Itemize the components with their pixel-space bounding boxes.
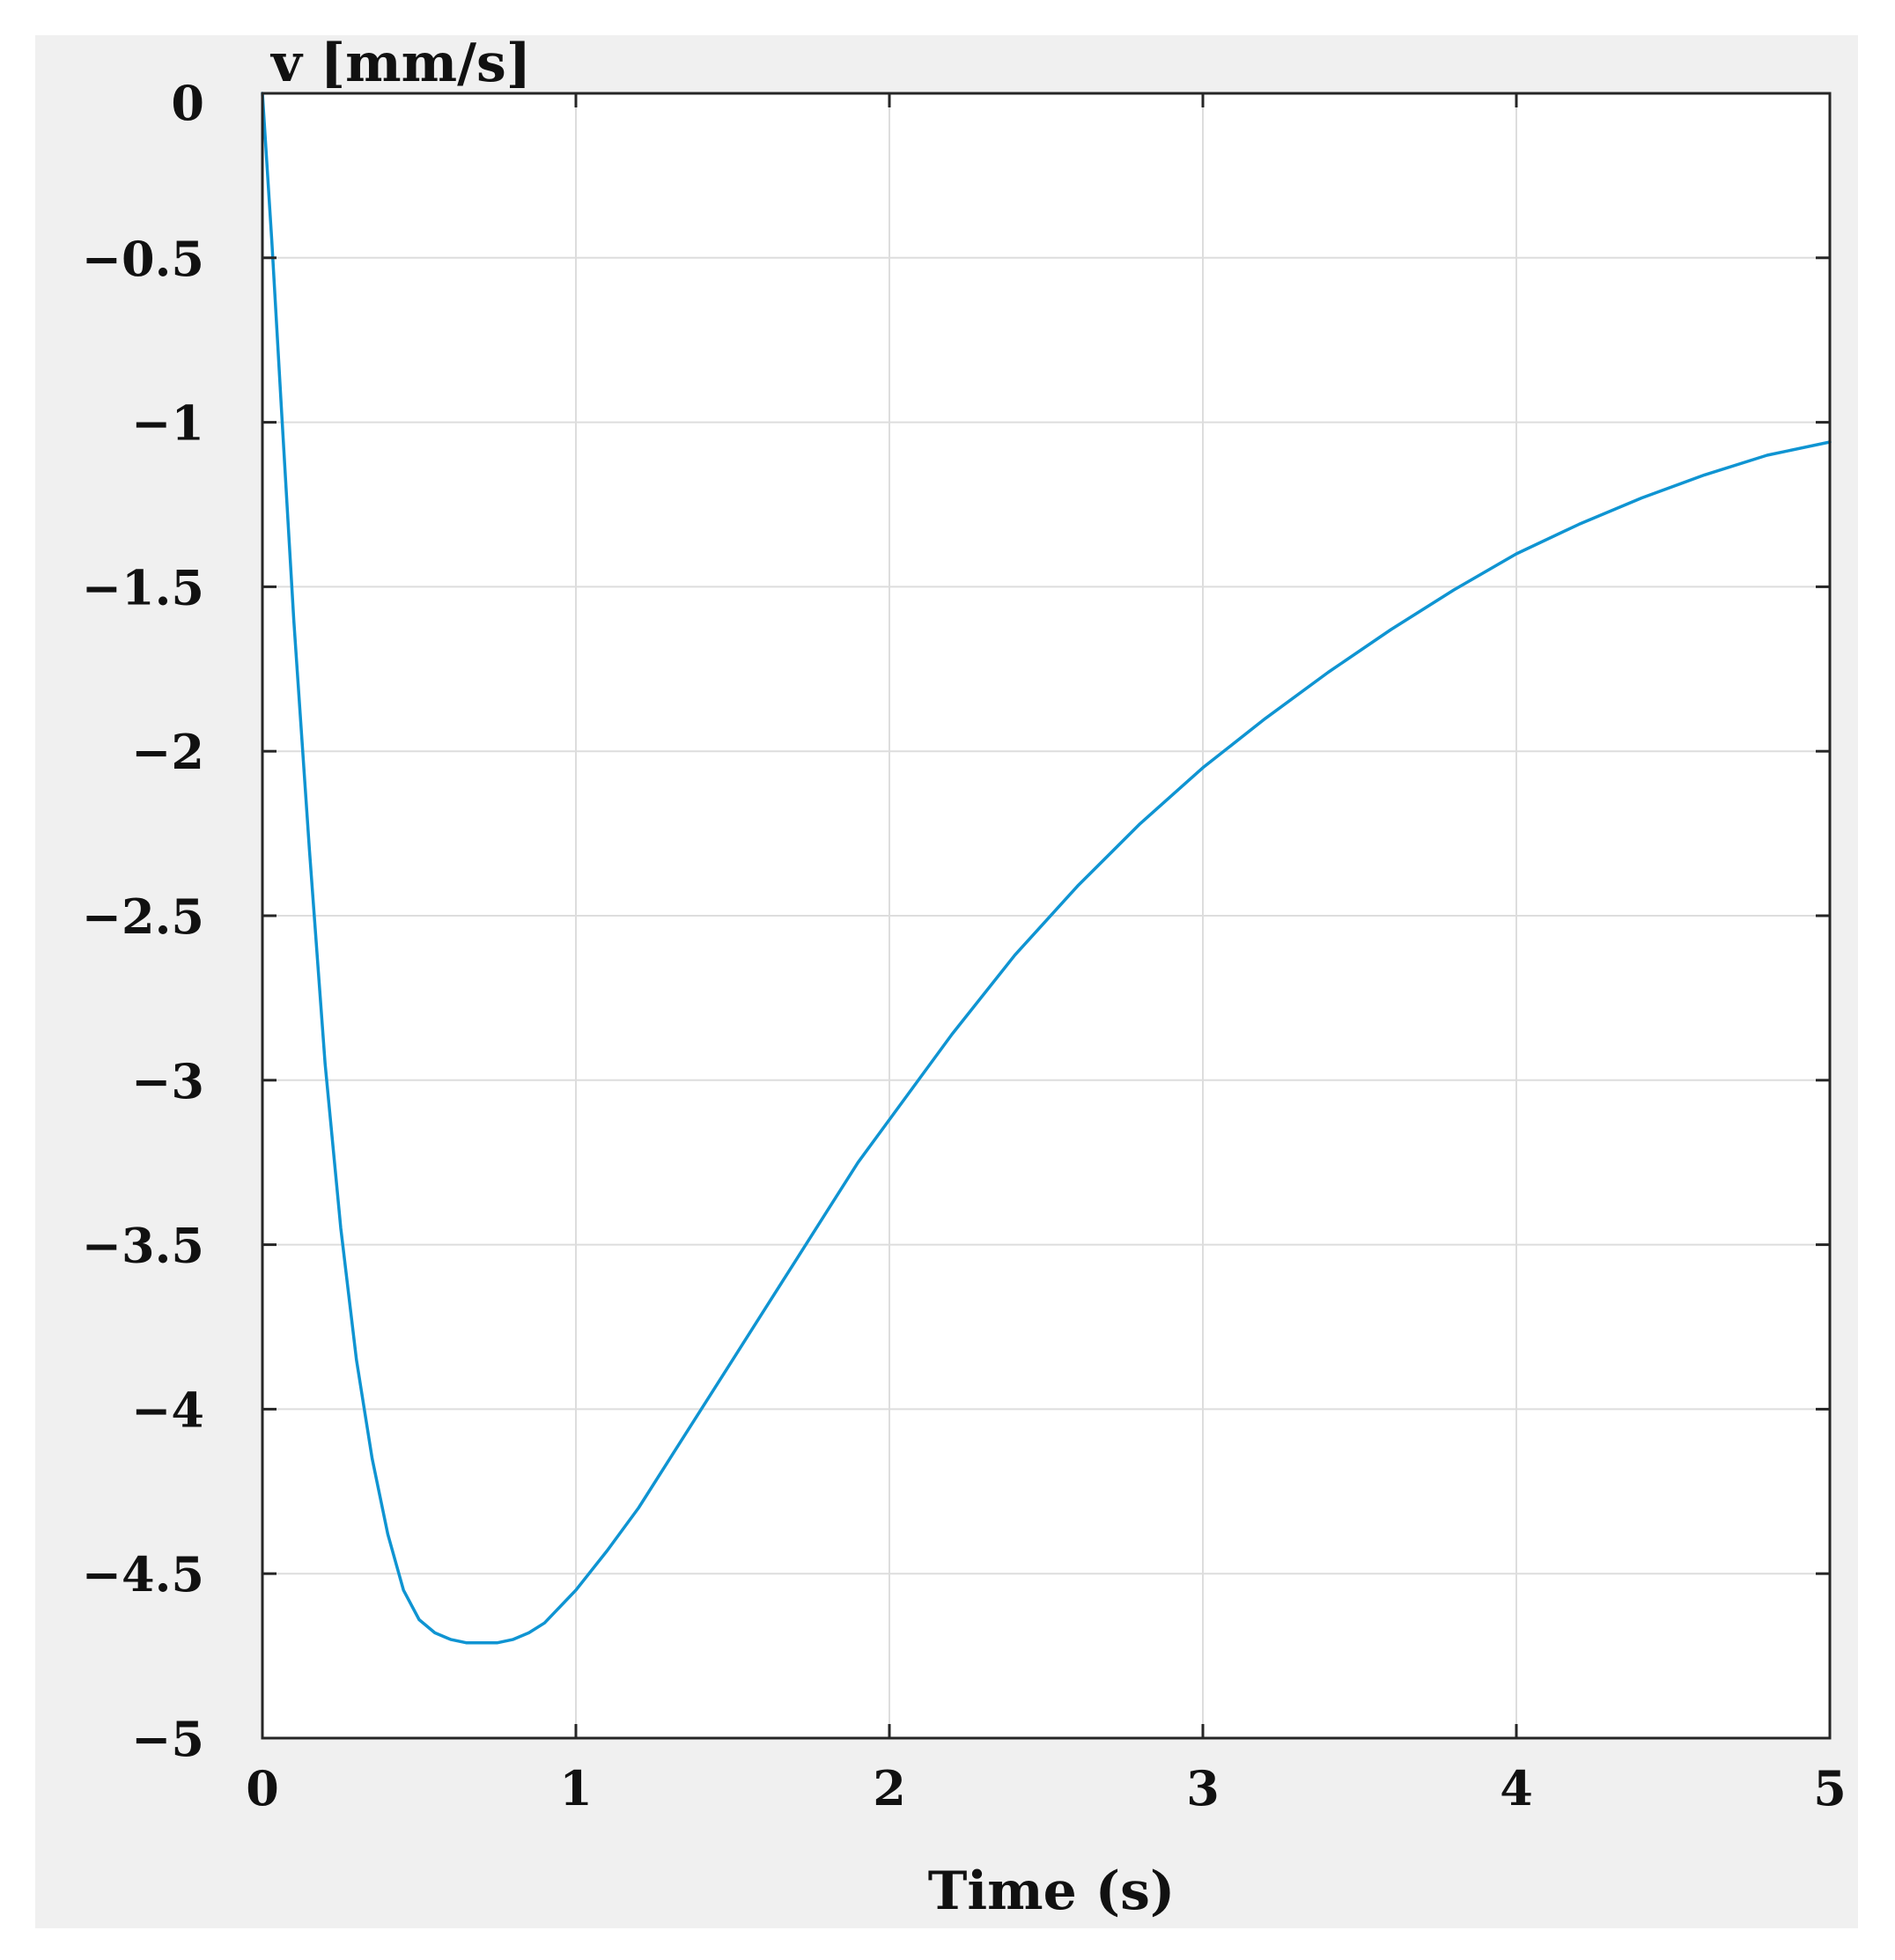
x-ticks [261,93,1832,1738]
y-ticks [262,92,1830,1740]
y-tick-label: −3 [131,1053,204,1109]
y-tick-label: −5 [131,1711,204,1767]
x-tick-labels: 0 1 2 3 4 5 [246,1760,1847,1816]
series-line-0 [261,92,1832,1645]
y-tick-label: −2 [131,724,204,780]
y-tick-label: −2.5 [82,888,204,945]
x-tick-label: 5 [1813,1760,1847,1816]
y-gridlines [262,256,1830,1575]
y-tick-label: 0 [171,75,204,131]
y-axis-label: v [mm/s] [269,33,531,94]
x-tick-label: 0 [246,1760,279,1816]
y-tick-label: −4.5 [82,1546,204,1603]
y-tick-label: −3.5 [82,1218,204,1274]
x-tick-label: 1 [559,1760,593,1816]
y-tick-label: −1.5 [82,559,204,615]
y-tick-label: −1 [131,395,204,452]
x-tick-label: 2 [873,1760,906,1816]
y-tick-labels: 0 −0.5 −1 −1.5 −2 −2.5 −3 −3.5 −4 −4.5 −5 [82,75,204,1767]
x-axis-label: Time (s) [928,1861,1176,1922]
x-tick-label: 3 [1186,1760,1220,1816]
series-layer [261,92,1832,1645]
y-tick-label: −0.5 [82,231,204,287]
x-tick-label: 4 [1500,1760,1533,1816]
y-tick-label: −4 [131,1382,204,1438]
